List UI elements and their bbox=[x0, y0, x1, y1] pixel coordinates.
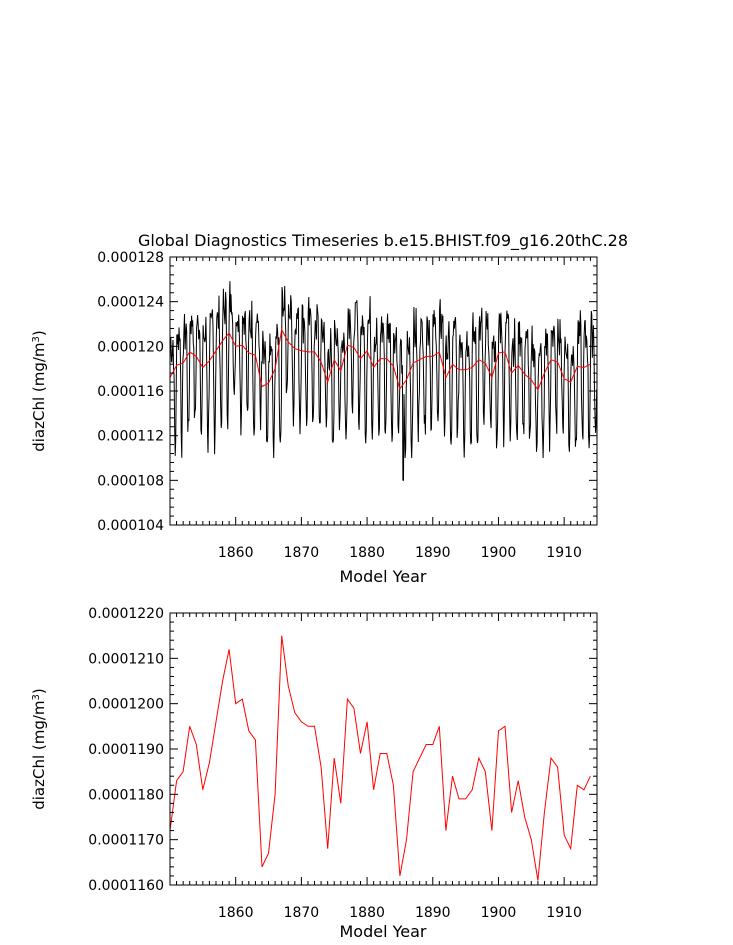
annual-mean-line-bottom bbox=[169, 635, 591, 881]
top-x-tick-labels: 1860 1870 1880 1890 1900 1910 bbox=[218, 545, 582, 561]
bottom-y-axis-label: diazChl (mg/m3) bbox=[30, 688, 48, 810]
y-tick-label: 0.000116 bbox=[97, 384, 164, 400]
figure-title: Global Diagnostics Timeseries b.e15.BHIS… bbox=[138, 231, 628, 251]
y-tick-label: 0.000120 bbox=[97, 339, 164, 355]
y-tick-label: 0.0001210 bbox=[88, 651, 164, 667]
y-tick-label: 0.000104 bbox=[97, 518, 164, 534]
x-tick-label: 1890 bbox=[415, 545, 451, 561]
y-tick-label: 0.0001170 bbox=[88, 833, 164, 849]
x-tick-label: 1880 bbox=[349, 545, 385, 561]
y-tick-label: 0.000124 bbox=[97, 295, 164, 311]
x-tick-label: 1880 bbox=[349, 905, 385, 921]
bottom-x-tick-labels: 1860 1870 1880 1890 1900 1910 bbox=[218, 905, 582, 921]
top-tick-marks bbox=[169, 256, 598, 526]
x-tick-label: 1900 bbox=[481, 905, 517, 921]
y-tick-label: 0.0001200 bbox=[88, 697, 164, 713]
y-tick-label: 0.0001180 bbox=[88, 787, 164, 803]
y-tick-label: 0.000112 bbox=[97, 429, 164, 445]
top-x-axis-label: Model Year bbox=[340, 567, 427, 586]
top-y-tick-labels: 0.000104 0.000108 0.000112 0.000116 0.000120… bbox=[97, 250, 164, 534]
x-tick-label: 1900 bbox=[481, 545, 517, 561]
y-tick-label: 0.0001220 bbox=[88, 606, 164, 622]
bottom-plot-area bbox=[169, 635, 591, 881]
y-tick-label: 0.000108 bbox=[97, 473, 164, 489]
y-tick-label: 0.0001160 bbox=[88, 878, 164, 894]
bottom-y-tick-labels: 0.0001160 0.0001170 0.0001180 0.0001190 0.00… bbox=[88, 606, 164, 894]
bottom-tick-marks bbox=[169, 612, 598, 886]
x-tick-label: 1870 bbox=[284, 545, 320, 561]
x-tick-label: 1890 bbox=[415, 905, 451, 921]
x-tick-label: 1860 bbox=[218, 545, 254, 561]
top-y-axis-label: diazChl (mg/m3) bbox=[30, 330, 48, 452]
x-tick-label: 1910 bbox=[546, 545, 582, 561]
top-panel: 0.000104 0.000108 0.000112 0.000116 0.000120… bbox=[30, 250, 598, 586]
y-tick-label: 0.000128 bbox=[97, 250, 164, 266]
y-tick-label: 0.0001190 bbox=[88, 742, 164, 758]
bottom-x-axis-label: Model Year bbox=[340, 922, 427, 941]
x-tick-label: 1870 bbox=[284, 905, 320, 921]
bottom-panel: 0.0001160 0.0001170 0.0001180 0.0001190 0.00… bbox=[30, 606, 598, 941]
x-tick-label: 1860 bbox=[218, 905, 254, 921]
monthly-mean-line bbox=[169, 281, 598, 481]
top-plot-area bbox=[169, 281, 598, 481]
x-tick-label: 1910 bbox=[546, 905, 582, 921]
annual-mean-line bbox=[169, 328, 591, 391]
